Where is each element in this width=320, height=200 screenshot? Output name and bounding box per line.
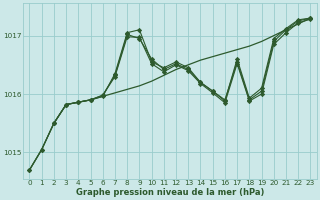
X-axis label: Graphe pression niveau de la mer (hPa): Graphe pression niveau de la mer (hPa) <box>76 188 264 197</box>
